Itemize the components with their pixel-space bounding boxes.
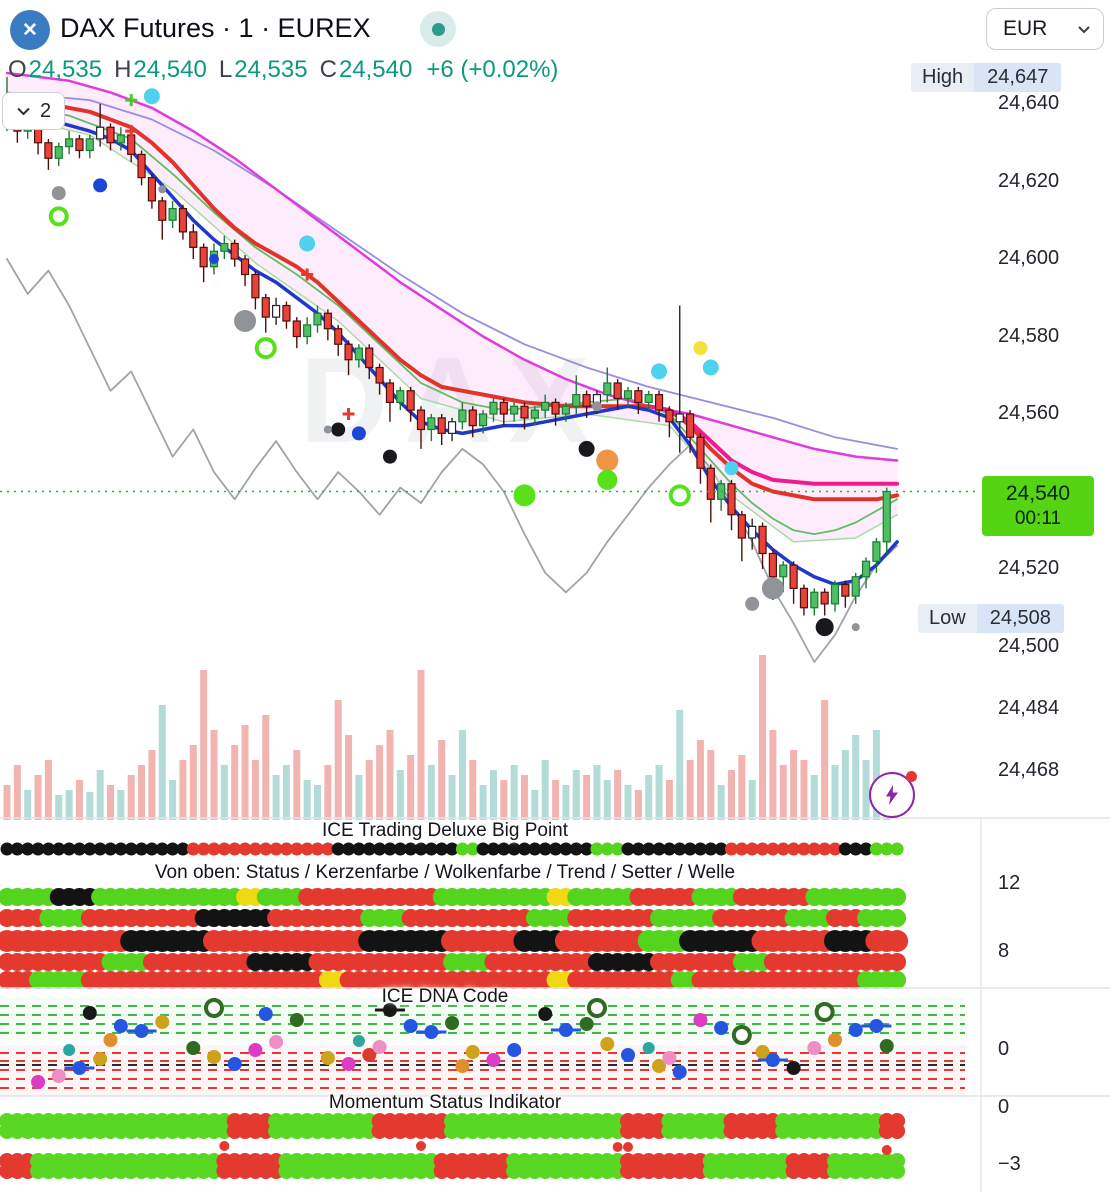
open-label: O — [8, 56, 27, 83]
instant-trading-button[interactable] — [869, 771, 917, 818]
indicator-title-big-point[interactable]: ICE Trading Deluxe Big Point — [321, 820, 569, 841]
low-value: 24,535 — [234, 56, 308, 83]
currency-value: EUR — [1003, 17, 1048, 40]
bar-countdown: 00:11 — [1014, 508, 1062, 530]
last-price-badge: 24,540 00:11 — [982, 476, 1094, 536]
session-high-badge: High 24,647 — [911, 63, 1062, 92]
notification-dot — [906, 771, 917, 782]
chevron-down-icon — [17, 107, 30, 116]
close-chart-button[interactable]: ✕ — [10, 10, 50, 50]
indicator-title-dna-code[interactable]: ICE DNA Code — [381, 986, 509, 1007]
high-value: 24,540 — [133, 56, 207, 83]
last-price-value: 24,540 — [1005, 482, 1071, 505]
change-value: +6 (+0.02%) — [426, 56, 559, 83]
legend-collapse-chip[interactable]: 2 — [2, 92, 66, 130]
low-badge-value: 24,508 — [976, 604, 1064, 633]
legend-count: 2 — [40, 99, 52, 122]
low-badge-label: Low — [918, 604, 977, 633]
low-label: L — [218, 56, 233, 83]
currency-selector[interactable]: EUR — [986, 8, 1104, 50]
close-value: 24,540 — [338, 56, 413, 83]
chevron-down-icon — [1078, 25, 1090, 33]
high-label: H — [114, 56, 132, 83]
status-dot-icon — [431, 22, 445, 36]
high-badge-label: High — [911, 63, 975, 92]
close-icon: ✕ — [22, 19, 38, 41]
close-label: C — [319, 56, 337, 83]
indicator-subtitle-big-point: Von oben: Status / Kerzenfarbe / Wolkenf… — [154, 862, 736, 883]
open-value: 24,535 — [28, 56, 103, 83]
session-low-badge: Low 24,508 — [918, 604, 1064, 633]
indicator-title-momentum[interactable]: Momentum Status Indikator — [328, 1092, 562, 1113]
lightning-bolt-icon — [886, 785, 898, 805]
high-badge-value: 24,647 — [974, 63, 1062, 92]
market-status-dot — [420, 11, 456, 47]
ohlc-row: O 24,535 H 24,540 L 24,535 C 24,540 +6 (+0.0… — [8, 56, 558, 84]
symbol-title[interactable]: DAX Futures · 1 · EUREX — [60, 13, 371, 43]
